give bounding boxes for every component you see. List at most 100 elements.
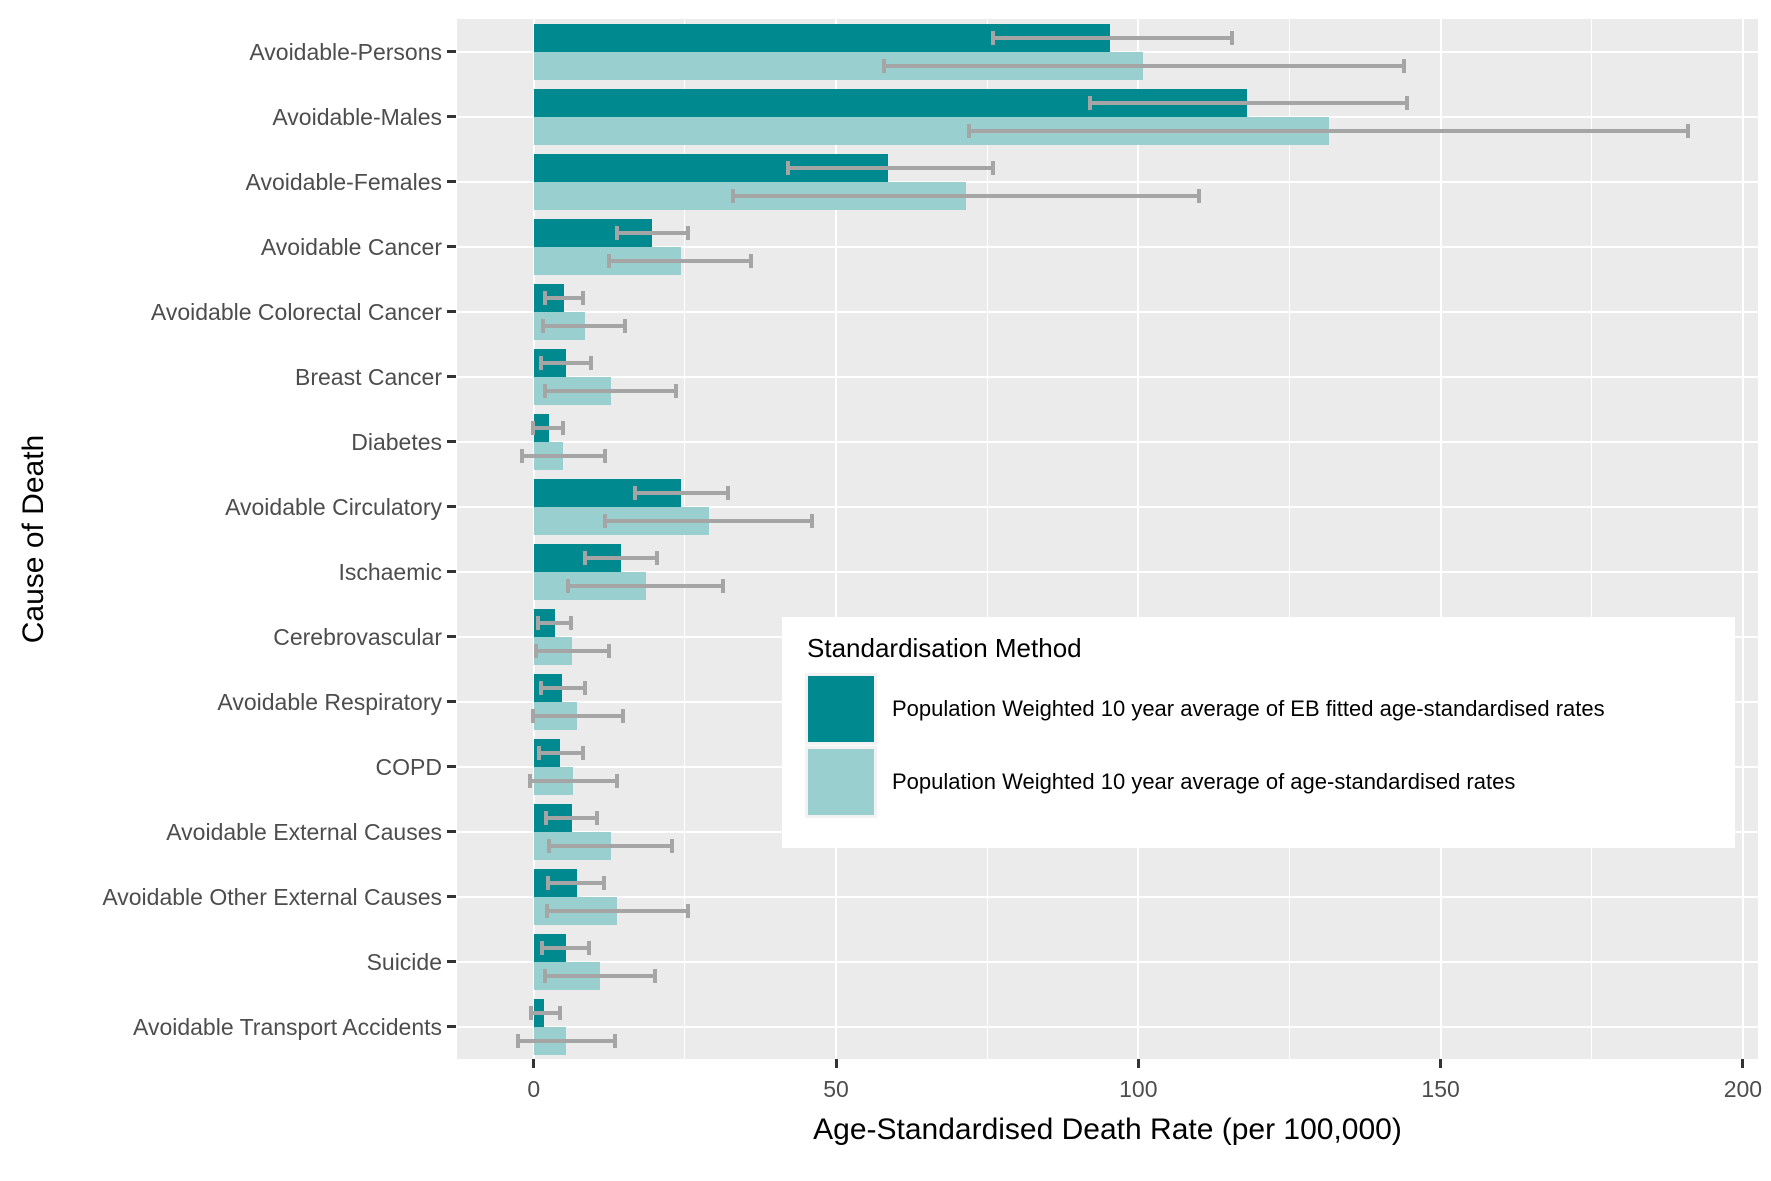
error-bar — [547, 908, 688, 913]
gridline-vertical-major — [532, 19, 535, 1059]
x-tick-mark — [1136, 1059, 1140, 1068]
error-bar-cap-left — [545, 903, 550, 918]
legend-swatch-dark-teal — [808, 675, 874, 742]
error-bar-cap-right — [810, 513, 815, 528]
error-bar — [993, 35, 1233, 40]
x-tick-label: 100 — [1119, 1076, 1158, 1102]
error-bar-cap-left — [582, 550, 587, 565]
error-bar — [884, 63, 1405, 68]
error-bar — [542, 945, 589, 950]
error-bar-cap-left — [533, 643, 538, 658]
error-bar-cap-right — [561, 420, 566, 435]
error-bar-cap-left — [540, 318, 545, 333]
x-tick-mark — [532, 1059, 536, 1068]
y-tick-mark — [447, 505, 456, 508]
y-tick-label: Cerebrovascular — [273, 623, 442, 650]
error-bar-cap-right — [586, 940, 591, 955]
error-bar-cap-right — [685, 903, 690, 918]
error-bar — [544, 295, 583, 300]
y-tick-label: Diabetes — [351, 428, 442, 455]
error-bar-cap-right — [674, 383, 679, 398]
error-bar-cap-right — [1402, 58, 1407, 73]
gridline-horizontal — [457, 1025, 1758, 1028]
error-bar-cap-left — [602, 513, 607, 528]
error-bar — [530, 1010, 560, 1015]
legend-key — [805, 745, 877, 818]
error-bar-cap-right — [588, 355, 593, 370]
error-bar-cap-left — [566, 578, 571, 593]
y-tick-label: Avoidable Colorectal Cancer — [150, 298, 442, 325]
gridline-horizontal — [457, 960, 1758, 963]
error-bar-cap-left — [527, 773, 532, 788]
error-bar-cap-right — [670, 838, 675, 853]
error-bar — [787, 165, 994, 170]
error-bar-cap-right — [749, 253, 754, 268]
y-tick-mark — [447, 375, 456, 378]
error-bar — [568, 583, 723, 588]
y-tick-mark — [447, 115, 456, 118]
error-bar — [604, 518, 813, 523]
y-tick-mark — [447, 635, 456, 638]
error-bar — [538, 620, 571, 625]
error-bar — [541, 685, 585, 690]
y-tick-label: Avoidable Circulatory — [225, 493, 442, 520]
error-bar — [609, 258, 752, 263]
y-tick-mark — [447, 180, 456, 183]
gridline-vertical-minor — [1288, 19, 1290, 1059]
y-tick-mark — [447, 700, 456, 703]
error-bar — [522, 453, 605, 458]
gridline-vertical-major — [1741, 19, 1744, 1059]
gridline-vertical-major — [835, 19, 838, 1059]
legend-swatch-light-teal — [808, 748, 874, 815]
error-bar-cap-left — [542, 383, 547, 398]
x-tick-label: 50 — [823, 1076, 849, 1102]
error-bar — [539, 750, 583, 755]
error-bar-cap-left — [607, 253, 612, 268]
error-bar-cap-left — [539, 680, 544, 695]
y-tick-mark — [447, 570, 456, 573]
error-bar-cap-left — [967, 123, 972, 138]
error-bar — [532, 713, 623, 718]
y-tick-label: Ischaemic — [338, 558, 442, 585]
error-bar — [533, 425, 564, 430]
error-bar-cap-left — [542, 290, 547, 305]
y-tick-label: Avoidable-Males — [272, 103, 442, 130]
error-bar-cap-left — [546, 875, 551, 890]
error-bar — [584, 555, 657, 560]
x-tick-label: 150 — [1421, 1076, 1460, 1102]
gridline-vertical-minor — [1591, 19, 1593, 1059]
legend-title: Standardisation Method — [807, 633, 1082, 663]
error-bar — [535, 648, 610, 653]
y-tick-mark — [447, 895, 456, 898]
y-tick-mark — [447, 1025, 456, 1028]
x-axis-title: Age-Standardised Death Rate (per 100,000… — [813, 1113, 1402, 1146]
error-bar-cap-right — [1196, 188, 1201, 203]
error-bar-cap-left — [540, 940, 545, 955]
error-bar-cap-left — [632, 485, 637, 500]
gridline-horizontal — [457, 245, 1758, 248]
error-bar — [518, 1038, 616, 1043]
error-bar — [544, 388, 677, 393]
gridline-vertical-major — [1137, 19, 1140, 1059]
error-bar-cap-left — [991, 30, 996, 45]
error-bar-cap-right — [582, 680, 587, 695]
plot-panel — [457, 19, 1758, 1059]
error-bar-cap-right — [721, 578, 725, 593]
gridline-vertical-major — [1439, 19, 1442, 1059]
gridline-horizontal — [457, 375, 1758, 378]
error-bar-cap-left — [537, 745, 542, 760]
x-tick-mark — [1439, 1059, 1443, 1068]
y-tick-mark — [447, 310, 456, 313]
legend: Standardisation Method Population Weight… — [782, 617, 1735, 848]
y-tick-mark — [447, 765, 456, 768]
error-bar-cap-left — [544, 810, 549, 825]
error-bar-cap-left — [546, 838, 551, 853]
gridline-horizontal — [457, 505, 1758, 508]
y-tick-label: Avoidable-Persons — [249, 38, 442, 65]
error-bar-cap-left — [531, 420, 536, 435]
y-tick-label: Avoidable Other External Causes — [102, 883, 442, 910]
error-bar-cap-right — [1686, 123, 1691, 138]
error-bar-cap-left — [516, 1033, 521, 1048]
error-bar-cap-right — [607, 643, 612, 658]
